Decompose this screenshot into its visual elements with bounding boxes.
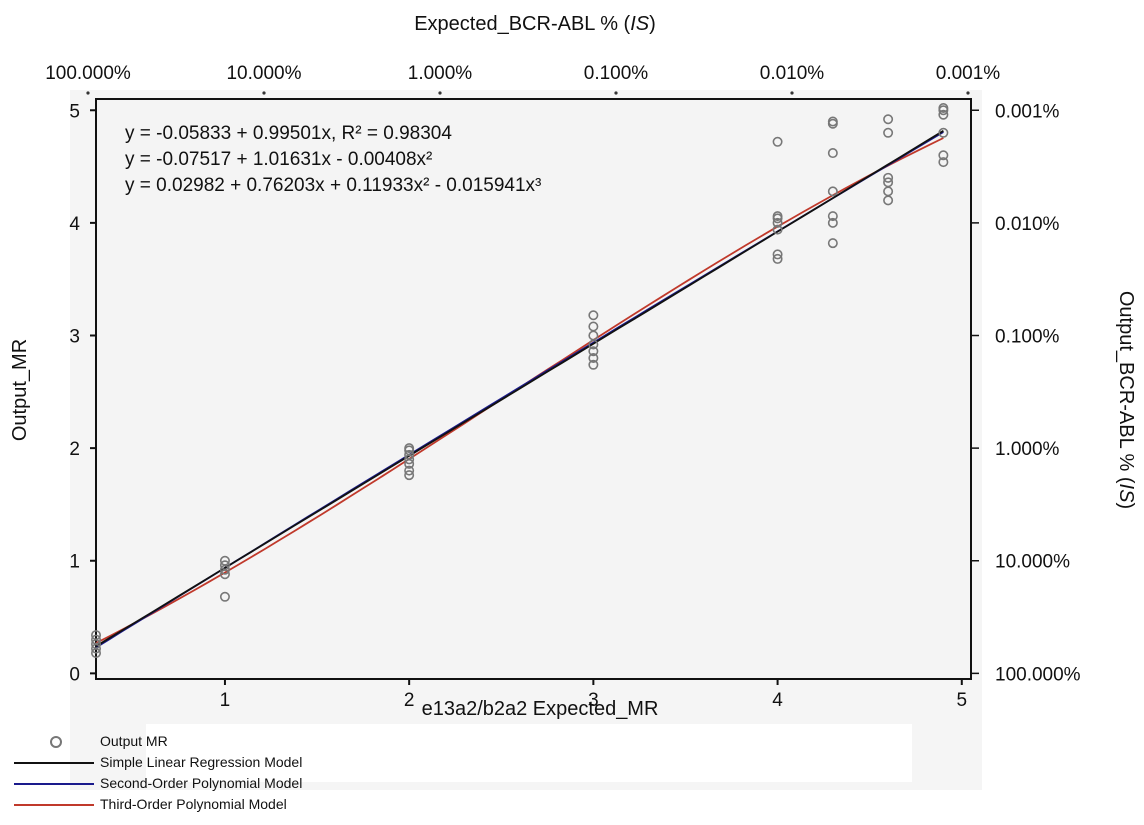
legend-item-output-mr: Output MR bbox=[8, 730, 302, 751]
data-point bbox=[827, 238, 838, 249]
top-tick bbox=[790, 91, 794, 95]
data-point bbox=[772, 224, 783, 235]
right-tick-label: 0.001% bbox=[995, 101, 1060, 122]
line-icon bbox=[14, 782, 94, 785]
x-axis: 1 2 3 4 5 bbox=[220, 679, 967, 711]
top-tick bbox=[438, 91, 442, 95]
data-point bbox=[404, 470, 415, 481]
x-tick-label: 5 bbox=[957, 690, 968, 711]
top-tick bbox=[262, 91, 266, 95]
data-point bbox=[938, 150, 949, 161]
data-point bbox=[827, 186, 838, 197]
legend-line-swatch bbox=[8, 797, 94, 811]
top-tick-label: 0.001% bbox=[936, 63, 1001, 84]
equation-quadratic: y = -0.07517 + 1.01631x - 0.00408x² bbox=[125, 149, 432, 170]
y-axis-title: Output_MR bbox=[9, 339, 31, 441]
right-tick-label: 0.010% bbox=[995, 214, 1060, 235]
data-point bbox=[827, 116, 838, 127]
legend-label: Second-Order Polynomial Model bbox=[100, 774, 303, 791]
y-tick-label: 4 bbox=[69, 214, 80, 235]
data-point bbox=[588, 321, 599, 332]
data-point bbox=[772, 217, 783, 228]
fit-line-linear bbox=[95, 130, 944, 648]
top-tick bbox=[614, 91, 618, 95]
legend-label: Simple Linear Regression Model bbox=[100, 753, 303, 770]
right-tick-label: 1.000% bbox=[995, 439, 1060, 460]
line-icon bbox=[14, 803, 94, 806]
data-point bbox=[938, 109, 949, 120]
equation-linear: y = -0.05833 + 0.99501x, R² = 0.98304 bbox=[125, 123, 452, 144]
data-point bbox=[772, 253, 783, 264]
right-axis-title: Output_BCR-ABL % (IS) bbox=[1115, 291, 1137, 509]
data-point bbox=[404, 449, 415, 460]
y-tick-label: 0 bbox=[69, 664, 80, 685]
equations: y = -0.05833 + 0.99501x, R² = 0.98304 y … bbox=[125, 123, 541, 196]
data-point bbox=[883, 127, 894, 138]
data-point bbox=[588, 346, 599, 357]
legend-label: Output MR bbox=[100, 732, 168, 749]
data-point bbox=[827, 217, 838, 228]
data-points bbox=[91, 103, 949, 659]
data-point bbox=[91, 634, 102, 645]
right-axis: 0.001% 0.010% 0.100% 1.000% 10.000% 100.000% bbox=[971, 101, 1081, 685]
data-point bbox=[772, 136, 783, 147]
top-tick bbox=[966, 91, 970, 95]
data-point bbox=[827, 148, 838, 159]
x-tick-label: 2 bbox=[404, 690, 415, 711]
right-tick-label: 100.000% bbox=[995, 664, 1081, 685]
data-point bbox=[827, 211, 838, 222]
legend: Output MR Simple Linear Regression Model… bbox=[8, 730, 302, 814]
y-tick-label: 2 bbox=[69, 439, 80, 460]
data-point bbox=[404, 465, 415, 476]
line-icon bbox=[14, 761, 94, 764]
data-point bbox=[883, 172, 894, 183]
y-axis: 0 1 2 3 4 5 bbox=[69, 101, 96, 685]
legend-item-second-order: Second-Order Polynomial Model bbox=[8, 772, 302, 793]
legend-item-linear: Simple Linear Regression Model bbox=[8, 751, 302, 772]
data-point bbox=[588, 359, 599, 370]
data-point bbox=[883, 114, 894, 125]
data-point bbox=[938, 127, 949, 138]
right-tick-label: 10.000% bbox=[995, 552, 1070, 573]
top-tick-label: 10.000% bbox=[226, 63, 301, 84]
data-point bbox=[588, 310, 599, 321]
legend-label: Third-Order Polynomial Model bbox=[100, 795, 287, 812]
data-point bbox=[588, 353, 599, 364]
plot-area bbox=[95, 98, 972, 680]
data-point bbox=[938, 103, 949, 114]
legend-background bbox=[146, 724, 912, 782]
data-point bbox=[219, 555, 230, 566]
top-tick-label: 1.000% bbox=[408, 63, 473, 84]
legend-item-third-order: Third-Order Polynomial Model bbox=[8, 793, 302, 814]
x-tick-label: 3 bbox=[588, 690, 599, 711]
y-tick-label: 5 bbox=[69, 101, 80, 122]
data-point bbox=[772, 249, 783, 260]
top-axis: 100.000% 10.000% 1.000% 0.100% 0.010% 0.001% bbox=[45, 63, 1000, 95]
y-tick-label: 1 bbox=[69, 552, 80, 573]
data-point bbox=[219, 560, 230, 571]
data-point bbox=[938, 157, 949, 168]
data-point bbox=[883, 177, 894, 188]
legend-line-swatch bbox=[8, 755, 94, 769]
data-point bbox=[772, 211, 783, 222]
top-tick-label: 100.000% bbox=[45, 63, 131, 84]
fit-lines bbox=[95, 130, 944, 649]
x-axis-title: e13a2/b2a2 Expected_MR bbox=[422, 698, 659, 720]
legend-marker-swatch bbox=[8, 734, 94, 748]
data-point bbox=[219, 591, 230, 602]
x-tick-label: 1 bbox=[220, 690, 231, 711]
y-tick-label: 3 bbox=[69, 327, 80, 348]
top-tick-label: 0.010% bbox=[760, 63, 825, 84]
equation-cubic: y = 0.02982 + 0.76203x + 0.11933x² - 0.0… bbox=[125, 175, 541, 196]
right-tick-label: 0.100% bbox=[995, 327, 1060, 348]
top-tick-label: 0.100% bbox=[584, 63, 649, 84]
top-axis-title: Expected_BCR-ABL % (IS) bbox=[414, 13, 656, 35]
legend-line-swatch bbox=[8, 776, 94, 790]
circle-marker-icon bbox=[50, 735, 62, 748]
data-point bbox=[404, 443, 415, 454]
data-point bbox=[91, 630, 102, 641]
x-tick-label: 4 bbox=[772, 690, 783, 711]
top-tick bbox=[86, 91, 90, 95]
